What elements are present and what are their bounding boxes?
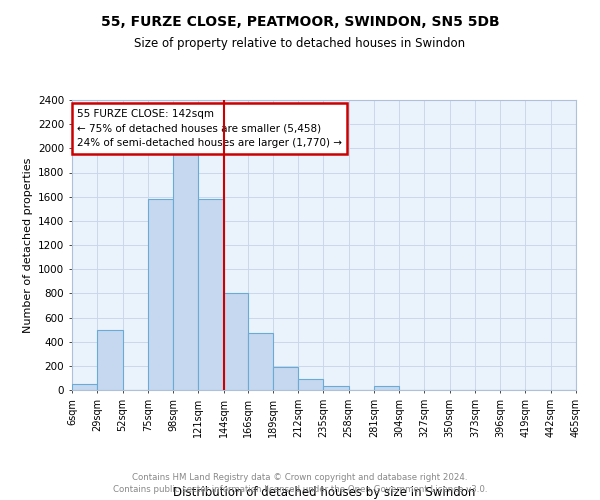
Bar [374,386,399,390]
Text: Contains public sector information licensed under the Open Government Licence v3: Contains public sector information licen… [113,485,487,494]
Bar [173,154,198,390]
Text: 55, FURZE CLOSE, PEATMOOR, SWINDON, SN5 5DB: 55, FURZE CLOSE, PEATMOOR, SWINDON, SN5 … [101,15,499,29]
Text: Size of property relative to detached houses in Swindon: Size of property relative to detached ho… [134,38,466,51]
Bar [248,333,273,390]
Bar [148,199,173,390]
Bar [72,384,97,390]
Bar [273,367,298,390]
Bar [97,330,122,390]
Y-axis label: Number of detached properties: Number of detached properties [23,158,32,332]
Bar [298,379,323,390]
Bar [224,294,248,390]
Text: Contains HM Land Registry data © Crown copyright and database right 2024.: Contains HM Land Registry data © Crown c… [132,472,468,482]
Bar [323,386,349,390]
Bar [198,199,224,390]
Text: 55 FURZE CLOSE: 142sqm
← 75% of detached houses are smaller (5,458)
24% of semi-: 55 FURZE CLOSE: 142sqm ← 75% of detached… [77,108,342,148]
X-axis label: Distribution of detached houses by size in Swindon: Distribution of detached houses by size … [173,486,475,498]
